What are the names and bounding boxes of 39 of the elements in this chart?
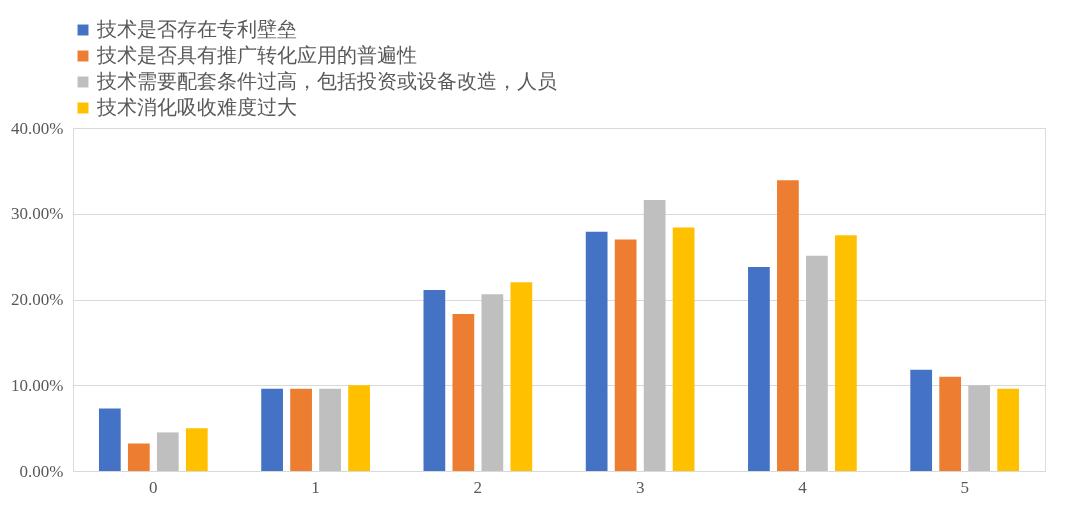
x-tick-label: 0: [149, 477, 158, 497]
bar: [452, 314, 475, 471]
bar: [939, 376, 962, 471]
x-tick-label: 4: [798, 477, 808, 497]
bar: [672, 227, 695, 471]
bar: [614, 239, 637, 471]
bar: [585, 231, 608, 471]
bar: [643, 200, 666, 471]
legend-label: 技术消化吸收难度过大: [96, 95, 297, 119]
y-tick-label: 20.00%: [11, 290, 64, 309]
legend-label: 技术需要配套条件过高，包括投资或设备改造，人员: [96, 69, 557, 93]
bar: [510, 282, 533, 471]
bar: [968, 385, 991, 471]
y-tick-label: 10.00%: [11, 375, 64, 395]
bar: [98, 408, 121, 471]
y-tick-label: 0.00%: [19, 461, 64, 481]
bar: [261, 388, 283, 471]
bar: [319, 388, 341, 471]
y-tick-label: 30.00%: [11, 204, 64, 224]
x-tick-label: 3: [635, 477, 645, 497]
bar: [481, 294, 504, 471]
bar: [997, 388, 1020, 471]
x-tick-label: 2: [473, 477, 483, 497]
bar: [290, 388, 312, 471]
legend-label: 技术是否存在专利壁垒: [96, 17, 297, 41]
bar: [777, 180, 799, 471]
bar: [185, 428, 208, 471]
bar: [423, 290, 446, 471]
bar: [910, 369, 933, 471]
legend-label: 技术是否具有推广转化应用的普遍性: [96, 43, 417, 67]
bar: [806, 255, 828, 471]
y-tick-label: 40.00%: [11, 118, 64, 138]
x-tick-label: 1: [311, 477, 320, 497]
bar: [156, 432, 179, 471]
x-tick-label: 5: [960, 477, 969, 497]
bar: [127, 443, 150, 471]
bar: [835, 235, 857, 471]
bar: [348, 385, 370, 471]
bar: [748, 266, 770, 471]
